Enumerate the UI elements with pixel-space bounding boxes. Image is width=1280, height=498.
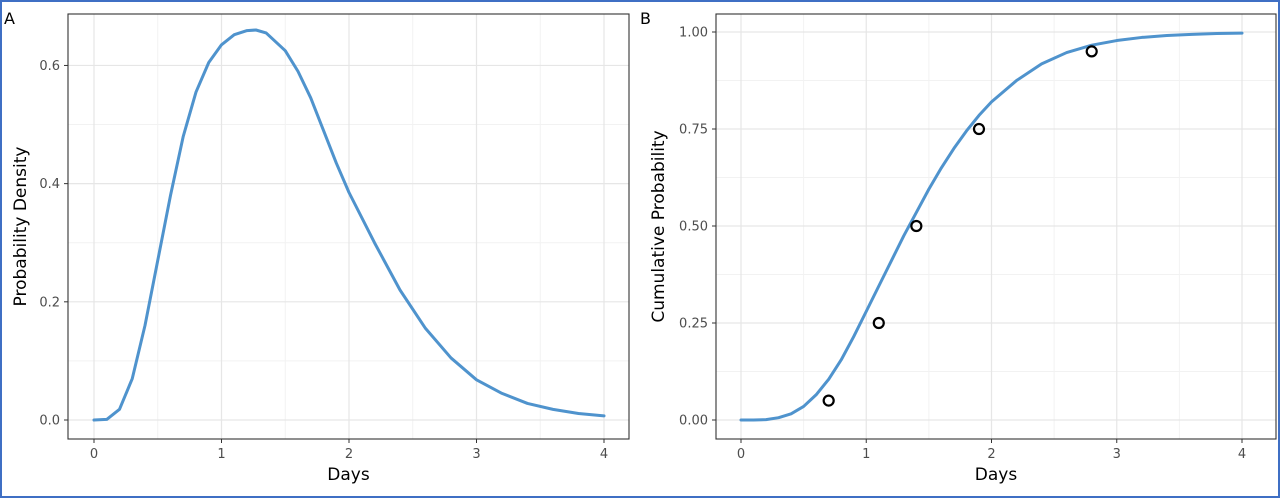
- x-tick-label: 2: [345, 447, 353, 462]
- y-tick-label: 0.4: [39, 177, 60, 192]
- y-tick-label: 0.75: [679, 123, 708, 138]
- x-tick-label: 3: [472, 447, 480, 462]
- x-tick-label: 3: [1113, 447, 1121, 462]
- y-tick-label: 1.00: [679, 26, 708, 41]
- y-tick-label: 0.2: [39, 295, 60, 310]
- x-tick-label: 4: [600, 447, 608, 462]
- x-tick-label: 0: [90, 447, 98, 462]
- data-point: [910, 219, 923, 233]
- panel-a: 0 1 2 3 4 0.0 0.2 0.4 0.6 Days Probability Density…: [4, 9, 630, 485]
- y-tick-label: 0.50: [679, 220, 708, 235]
- x-tick-label: 4: [1238, 447, 1246, 462]
- y-axis-title: Probability Density: [11, 147, 31, 307]
- x-tick-label: 0: [737, 447, 745, 462]
- data-point: [972, 122, 986, 136]
- y-tick-label: 0.00: [679, 414, 708, 429]
- y-axis-title: Cumulative Probability: [649, 130, 669, 322]
- x-tick-label: 1: [862, 447, 870, 462]
- panel-label: A: [4, 9, 15, 28]
- x-axis-title: Days: [327, 465, 370, 485]
- x-tick-label: 2: [987, 447, 995, 462]
- y-tick-label: 0.25: [679, 317, 708, 332]
- x-axis-title: Days: [975, 465, 1018, 485]
- data-point: [822, 394, 835, 407]
- data-point: [872, 316, 885, 330]
- x-tick-label: 1: [217, 447, 225, 462]
- panel-b: 0 1 2 3 4 0.00 0.25 0.50 0.75 1.00 Days Cumulative …: [640, 9, 1277, 485]
- series-line: [739, 31, 1244, 422]
- y-tick-label: 0.6: [39, 59, 60, 74]
- y-tick-label: 0.0: [39, 414, 60, 429]
- data-point: [1085, 45, 1098, 58]
- panel-label: B: [640, 9, 651, 28]
- series-line: [92, 28, 606, 422]
